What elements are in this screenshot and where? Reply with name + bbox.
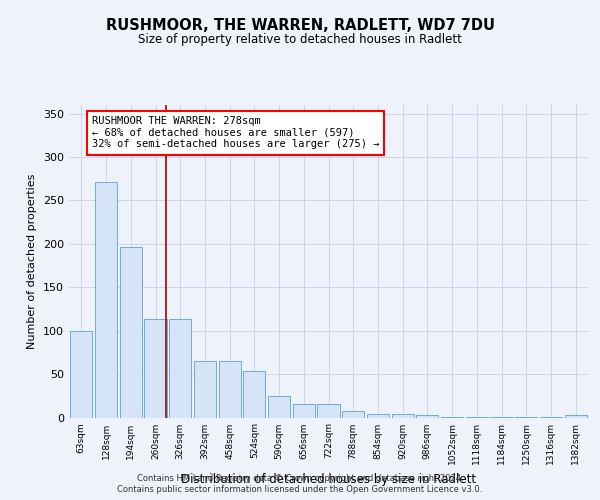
- Bar: [268, 396, 290, 417]
- Bar: [95, 182, 117, 418]
- Bar: [243, 370, 265, 418]
- Bar: [540, 416, 562, 418]
- Bar: [392, 414, 414, 418]
- Bar: [293, 404, 315, 417]
- Text: Size of property relative to detached houses in Radlett: Size of property relative to detached ho…: [138, 32, 462, 46]
- Bar: [515, 416, 538, 418]
- Bar: [145, 318, 167, 418]
- Bar: [218, 361, 241, 418]
- Bar: [441, 416, 463, 418]
- Bar: [119, 248, 142, 418]
- Bar: [342, 410, 364, 418]
- X-axis label: Distribution of detached houses by size in Radlett: Distribution of detached houses by size …: [181, 473, 476, 486]
- Text: Contains HM Land Registry data © Crown copyright and database right 2024.
Contai: Contains HM Land Registry data © Crown c…: [118, 474, 482, 494]
- Bar: [70, 330, 92, 418]
- Bar: [367, 414, 389, 418]
- Text: RUSHMOOR, THE WARREN, RADLETT, WD7 7DU: RUSHMOOR, THE WARREN, RADLETT, WD7 7DU: [106, 18, 494, 32]
- Bar: [416, 415, 439, 418]
- Bar: [317, 404, 340, 417]
- Bar: [565, 415, 587, 418]
- Bar: [194, 361, 216, 418]
- Bar: [169, 318, 191, 418]
- Text: RUSHMOOR THE WARREN: 278sqm
← 68% of detached houses are smaller (597)
32% of se: RUSHMOOR THE WARREN: 278sqm ← 68% of det…: [92, 116, 379, 150]
- Y-axis label: Number of detached properties: Number of detached properties: [28, 174, 37, 349]
- Bar: [466, 416, 488, 418]
- Bar: [490, 416, 512, 418]
